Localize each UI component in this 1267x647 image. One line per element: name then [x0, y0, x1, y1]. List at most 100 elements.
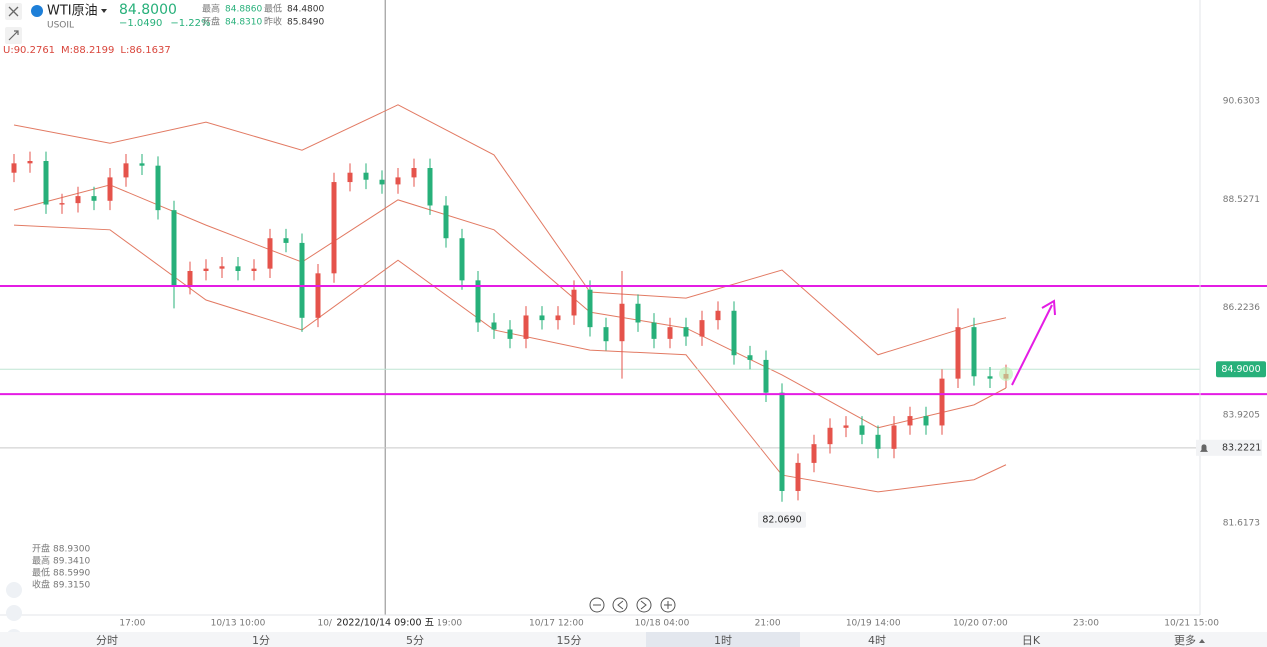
- zoom-in[interactable]: [660, 597, 676, 613]
- candle-body: [651, 322, 657, 339]
- x-tick-label: 10/19 14:00: [846, 619, 901, 629]
- dropdown-arrow[interactable]: [101, 9, 107, 13]
- candle-body: [91, 196, 97, 201]
- candle-body: [27, 161, 33, 164]
- draw-tool[interactable]: [6, 605, 22, 621]
- candle-body: [523, 315, 529, 339]
- low-marker-label: 82.0690: [762, 514, 801, 525]
- x-tick-label: 10/20 07:00: [953, 619, 1008, 629]
- expand-icon: [8, 30, 19, 41]
- crosshair-label: 2022/10/14 09:00 五: [336, 618, 434, 629]
- candle-body: [875, 434, 881, 449]
- stat-label: 最高: [202, 3, 220, 15]
- candle-body: [907, 416, 913, 426]
- candle-body: [139, 163, 145, 166]
- band-middle-legend: M:88.2199: [61, 45, 114, 56]
- candle-body: [811, 444, 817, 463]
- tab-active-bg: [646, 632, 800, 647]
- candle-body: [603, 327, 609, 342]
- candle-body: [971, 327, 977, 377]
- candles-layer: [11, 151, 1013, 502]
- stat-label: 开盘: [202, 16, 220, 28]
- candle-body: [443, 205, 449, 239]
- stat-value: 84.8310: [225, 18, 262, 28]
- tab[interactable]: 分时: [96, 634, 118, 647]
- candle-body: [315, 273, 321, 318]
- band-upper-legend: U:90.2761: [3, 45, 55, 56]
- candle-body: [827, 427, 833, 445]
- ohlc-label: 最高: [32, 555, 50, 567]
- candle-body: [251, 268, 257, 271]
- y-tick-label: 83.9205: [1223, 411, 1260, 421]
- more-arrow[interactable]: [1199, 639, 1205, 643]
- candle-body: [379, 179, 385, 185]
- y-tick-label: 88.5271: [1223, 195, 1260, 205]
- candle-body: [843, 425, 849, 428]
- scroll-left[interactable]: [612, 597, 628, 613]
- candle-body: [539, 315, 545, 321]
- stat-value: 84.4800: [287, 5, 324, 15]
- candle-body: [891, 425, 897, 449]
- x-tick-label: 17:00: [119, 619, 145, 629]
- tab-bar: [0, 632, 1267, 647]
- candle-body: [987, 376, 993, 379]
- candle-body: [859, 425, 865, 435]
- alert-bell: [1200, 444, 1208, 452]
- candle-body: [171, 210, 177, 286]
- candle-body: [283, 238, 289, 243]
- candle-body: [331, 182, 337, 274]
- stat-value: 85.8490: [287, 18, 324, 28]
- candle-body: [107, 177, 113, 201]
- tab[interactable]: 15分: [557, 634, 582, 647]
- ohlc-value: 89.3150: [53, 581, 90, 591]
- ohlc-value: 88.5990: [53, 569, 90, 579]
- alert-tag: [1196, 439, 1262, 456]
- x-tick-label: 10/18 04:00: [635, 619, 690, 629]
- candle-body: [683, 327, 689, 337]
- last-price: 84.8000: [119, 2, 177, 18]
- candle-body: [491, 322, 497, 330]
- scroll-right[interactable]: [636, 597, 652, 613]
- candle-body: [587, 289, 593, 328]
- tab[interactable]: 1分: [252, 634, 270, 647]
- zoom-out[interactable]: [589, 597, 605, 613]
- ohlc-label: 收盘: [32, 579, 50, 591]
- candle-body: [363, 172, 369, 180]
- candle-body: [507, 329, 513, 339]
- price-change: −1.0490: [119, 18, 162, 29]
- candle-body: [427, 168, 433, 206]
- ohlc-value: 89.3410: [53, 557, 90, 567]
- candle-body: [699, 320, 705, 337]
- alert-label: 83.2221: [1222, 442, 1261, 453]
- candle-body: [779, 392, 785, 491]
- tab[interactable]: 5分: [406, 634, 424, 647]
- tab[interactable]: 1时: [714, 634, 732, 647]
- candle-body: [939, 378, 945, 426]
- tab[interactable]: 更多: [1174, 633, 1196, 647]
- candle-body: [715, 310, 721, 321]
- x-tick-label: 10/21 15:00: [1164, 619, 1219, 629]
- ohlc-value: 88.9300: [53, 545, 90, 555]
- x-tick-label: 23:00: [1073, 619, 1099, 629]
- symbol-name[interactable]: WTI原油: [47, 4, 98, 19]
- x-tick-label: 21:00: [755, 619, 781, 629]
- live-glow: [999, 366, 1013, 381]
- candle-body: [763, 359, 769, 393]
- y-tick-label: 90.6303: [1223, 97, 1260, 107]
- candle-body: [219, 266, 225, 269]
- over-layer: 82.0690: [0, 284, 1267, 528]
- candle-body: [459, 238, 465, 281]
- candle-body: [123, 163, 129, 178]
- indicator-tool[interactable]: [6, 582, 22, 598]
- band-lower-legend: L:86.1637: [120, 45, 170, 56]
- candle-body: [75, 196, 81, 204]
- symbol-code: USOIL: [47, 21, 74, 31]
- tab[interactable]: 日K: [1022, 634, 1041, 647]
- candle-body: [235, 266, 241, 271]
- x-tick-label: 10/13 10:00: [211, 619, 266, 629]
- nav-glyphs: [593, 600, 672, 610]
- tab[interactable]: 4时: [868, 634, 886, 647]
